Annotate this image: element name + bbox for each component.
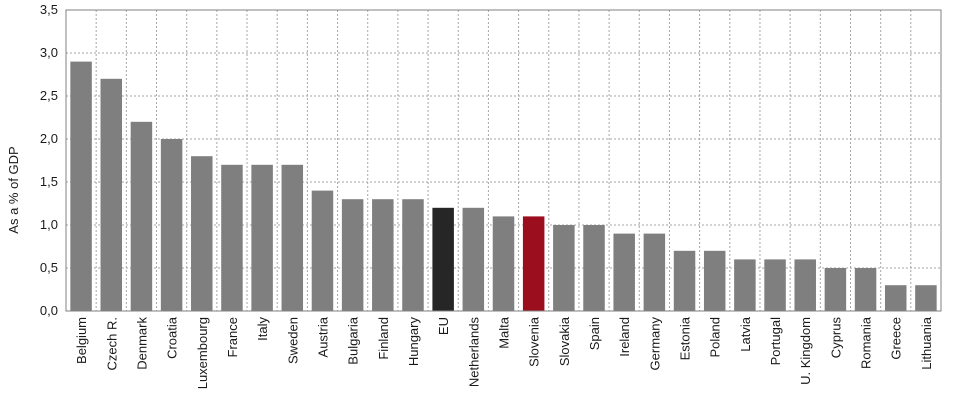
bar-belgium	[70, 61, 92, 311]
bar-portugal	[764, 259, 786, 311]
bar-poland	[703, 250, 726, 311]
category-label: Croatia	[165, 316, 180, 359]
bar-croatia	[160, 139, 183, 311]
y-tick-labels: 0,0 0,5 1,0 1,5 2,0 2,5 3,0 3,5	[40, 2, 58, 318]
category-label: Hungary	[406, 317, 421, 367]
bar-slovenia	[522, 216, 545, 311]
category-label: Finland	[376, 317, 391, 360]
bar-romania	[854, 268, 877, 311]
category-label: Lithuania	[919, 316, 934, 370]
category-label: Latvia	[738, 316, 753, 351]
y-tick-label: 2,5	[40, 88, 58, 103]
bar-spain	[583, 225, 605, 311]
bar-italy	[251, 164, 273, 311]
bar-latvia	[734, 259, 756, 311]
category-label: EU	[436, 317, 451, 335]
bar-hungary	[402, 199, 424, 311]
y-tick-label: 0,0	[40, 303, 58, 318]
bar-bulgaria	[341, 199, 364, 311]
category-labels: Belgium Czech R. Denmark Croatia Luxembourg F…	[74, 316, 934, 389]
category-label: Luxembourg	[195, 317, 210, 389]
bar-finland	[372, 199, 394, 311]
bar-estonia	[673, 250, 696, 311]
category-label: France	[225, 317, 240, 357]
category-label: Ireland	[617, 317, 632, 357]
bar-greece	[884, 285, 907, 311]
category-label: Czech R.	[104, 317, 119, 370]
y-axis-title: As a % of GDP	[6, 146, 21, 233]
category-label: Cyprus	[828, 317, 843, 359]
bar-lithuania	[915, 285, 937, 311]
y-tick-label: 1,5	[40, 174, 58, 189]
category-label: Bulgaria	[346, 316, 361, 364]
bar-denmark	[130, 121, 153, 311]
category-label: Romania	[859, 316, 874, 369]
category-label: Slovenia	[527, 316, 542, 367]
category-label: Germany	[647, 317, 662, 371]
bar-slovakia	[553, 225, 575, 311]
plot-frame	[65, 9, 942, 312]
y-tick-label: 1,0	[40, 217, 58, 232]
category-label: Austria	[315, 316, 330, 357]
y-tick-label: 3,0	[40, 45, 58, 60]
category-label: Netherlands	[466, 317, 481, 388]
bar-austria	[311, 190, 334, 311]
category-label: Denmark	[134, 317, 149, 370]
bar-czech-r	[100, 78, 123, 311]
category-label: Sweden	[285, 317, 300, 364]
plot-border	[65, 9, 942, 312]
bar-luxembourg	[191, 156, 213, 311]
bar-france	[221, 164, 243, 311]
y-tick-label: 2,0	[40, 131, 58, 146]
bars	[70, 61, 937, 311]
bar-ireland	[613, 233, 635, 311]
category-label: Poland	[708, 317, 723, 357]
category-label: Italy	[255, 317, 270, 341]
bar-germany	[643, 233, 666, 311]
bar-cyprus	[824, 268, 847, 311]
bar-malta	[492, 216, 515, 311]
bar-eu	[432, 207, 454, 311]
bar-u-kingdom	[794, 259, 816, 311]
category-label: Belgium	[74, 317, 89, 364]
category-label: Greece	[889, 317, 904, 360]
y-tick-label: 0,5	[40, 260, 58, 275]
category-label: Estonia	[678, 316, 693, 360]
bar-sweden	[281, 164, 304, 311]
category-label: U. Kingdom	[798, 317, 813, 385]
category-label: Spain	[587, 317, 602, 350]
y-tick-label: 3,5	[40, 2, 58, 17]
category-label: Portugal	[768, 317, 783, 366]
category-label: Malta	[497, 316, 512, 349]
bar-netherlands	[462, 207, 485, 311]
category-label: Slovakia	[557, 316, 572, 366]
